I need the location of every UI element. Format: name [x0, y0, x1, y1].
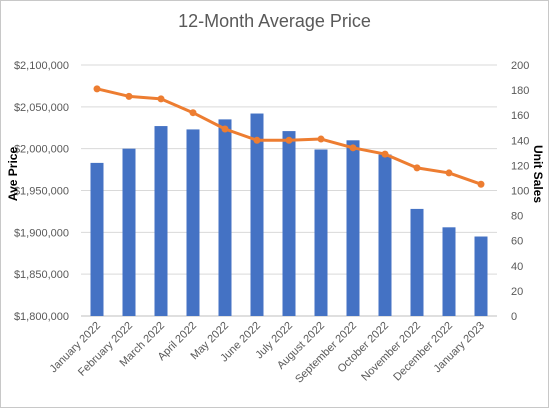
line-point [189, 109, 197, 117]
bar [442, 227, 456, 316]
line-point [445, 169, 453, 177]
right-tick-label: 200 [511, 60, 529, 72]
line-point [413, 164, 421, 172]
line-series [93, 85, 485, 188]
right-tick-label: 120 [511, 160, 529, 172]
line-point [285, 136, 293, 144]
left-tick-label: $1,950,000 [14, 186, 69, 198]
right-tick-label: 100 [511, 186, 529, 198]
left-tick-label: $2,050,000 [14, 102, 69, 114]
left-axis-ticks: $1,800,000 $1,850,000 $1,900,000 $1,950,000… [14, 60, 69, 323]
line-point [349, 144, 357, 152]
left-axis-title: Ave Price [6, 147, 20, 202]
line-point [125, 92, 133, 100]
right-tick-label: 160 [511, 110, 529, 122]
bar [186, 129, 200, 316]
right-axis-ticks: 0 20 40 60 80 100 120 140 160 180 200 [511, 60, 529, 323]
right-tick-label: 180 [511, 85, 529, 97]
bar [378, 154, 392, 316]
bar [314, 149, 328, 316]
bar [410, 208, 424, 316]
left-tick-label: $1,900,000 [14, 227, 69, 239]
bar [250, 113, 264, 316]
line-point [381, 150, 389, 158]
bar [218, 119, 232, 316]
right-tick-label: 0 [511, 311, 517, 323]
bar [154, 126, 168, 317]
line-point [253, 136, 261, 144]
right-tick-label: 20 [511, 286, 523, 298]
line-point [317, 135, 325, 143]
right-tick-label: 140 [511, 135, 529, 147]
left-tick-label: $1,800,000 [14, 311, 69, 323]
line-point [157, 95, 165, 103]
bar [474, 236, 488, 316]
left-tick-label: $1,850,000 [14, 269, 69, 281]
left-tick-label: $2,100,000 [14, 60, 69, 72]
right-tick-label: 80 [511, 211, 523, 223]
right-axis-title: Unit Sales [531, 145, 545, 203]
bar [282, 131, 296, 316]
left-tick-label: $2,000,000 [14, 144, 69, 156]
bar [122, 148, 136, 316]
chart-title: 12-Month Average Price [178, 11, 371, 31]
right-tick-label: 60 [511, 236, 523, 248]
right-tick-label: 40 [511, 261, 523, 273]
bar [90, 162, 104, 316]
bar-series [90, 113, 488, 317]
bar [346, 140, 360, 316]
line-point [221, 125, 229, 133]
line-point [477, 180, 485, 188]
line-point [93, 85, 101, 93]
